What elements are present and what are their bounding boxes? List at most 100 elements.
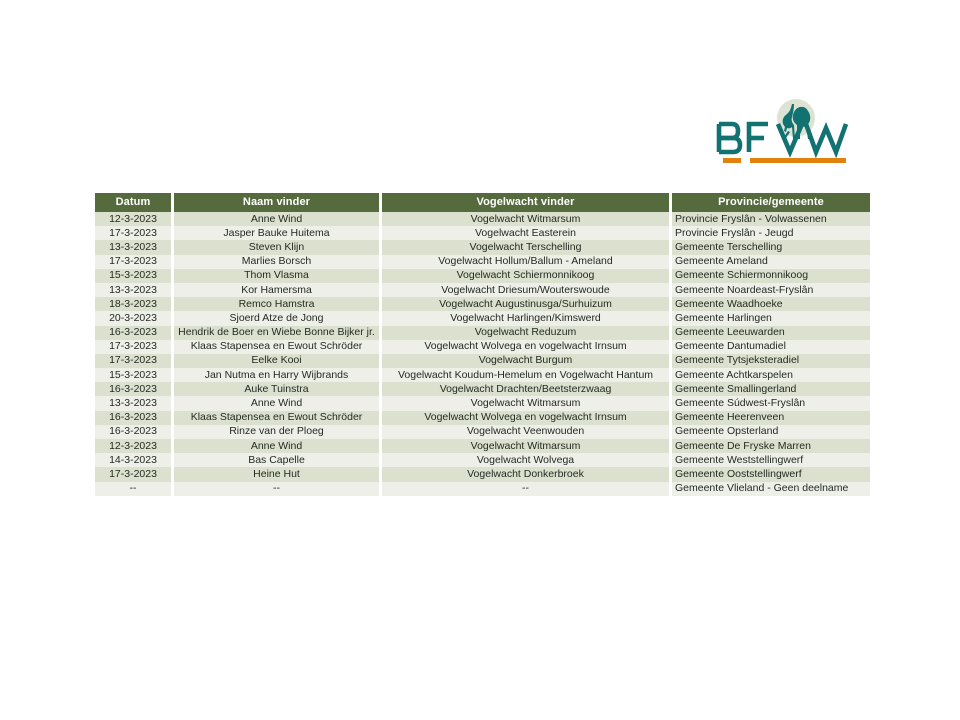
- cell-datum: 17-3-2023: [95, 339, 174, 354]
- cell-naam-vinder: Kor Hamersma: [174, 282, 382, 298]
- cell-vogelwacht-vinder: Vogelwacht Koudum-Hemelum en Vogelwacht …: [382, 368, 672, 383]
- table-row: 16-3-2023 Auke Tuinstra Vogelwacht Drachte…: [95, 382, 870, 397]
- table-row: 16-3-2023 Hendrik de Boer en Wiebe Bonne …: [95, 325, 870, 340]
- cell-datum: 18-3-2023: [95, 297, 174, 312]
- cell-provincie-gemeente: Gemeente Smallingerland: [672, 382, 870, 397]
- cell-provincie-gemeente: Provincie Fryslân - Jeugd: [672, 226, 870, 241]
- cell-vogelwacht-vinder: --: [382, 481, 672, 496]
- table-row: 17-3-2023 Jasper Bauke Huitema Vogelwacht …: [95, 226, 870, 241]
- cell-vogelwacht-vinder: Vogelwacht Wolvega: [382, 453, 672, 468]
- logo-accent-bar-long: [750, 158, 846, 163]
- cell-vogelwacht-vinder: Vogelwacht Witmarsum: [382, 396, 672, 411]
- logo-letter-f: [746, 121, 768, 152]
- cell-datum: --: [95, 481, 174, 496]
- cell-vogelwacht-vinder: Vogelwacht Veenwouden: [382, 424, 672, 439]
- cell-naam-vinder: Sjoerd Atze de Jong: [174, 311, 382, 326]
- cell-naam-vinder: Rinze van der Ploeg: [174, 424, 382, 439]
- table-row: 18-3-2023 Remco Hamstra Vogelwacht Augusti…: [95, 297, 870, 312]
- table-row: 16-3-2023 Klaas Stapensea en Ewout Schröd…: [95, 410, 870, 425]
- cell-naam-vinder: Anne Wind: [174, 439, 382, 454]
- cell-vogelwacht-vinder: Vogelwacht Drachten/Beetsterzwaag: [382, 382, 672, 397]
- cell-datum: 13-3-2023: [95, 240, 174, 255]
- cell-vogelwacht-vinder: Vogelwacht Harlingen/Kimswerd: [382, 311, 672, 326]
- column-header-datum: Datum: [95, 193, 174, 212]
- table-header-row: Datum Naam vinder Vogelwacht vinder Prov…: [95, 193, 870, 212]
- table-row: 13-3-2023 Anne Wind Vogelwacht Witmarsum Ge…: [95, 396, 870, 411]
- cell-provincie-gemeente: Gemeente Tytsjeksteradiel: [672, 353, 870, 369]
- table-row: 17-3-2023 Heine Hut Vogelwacht Donkerbroek…: [95, 467, 870, 482]
- cell-vogelwacht-vinder: Vogelwacht Witmarsum: [382, 439, 672, 454]
- cell-naam-vinder: Bas Capelle: [174, 453, 382, 468]
- cell-vogelwacht-vinder: Vogelwacht Schiermonnikoog: [382, 268, 672, 283]
- cell-naam-vinder: Remco Hamstra: [174, 297, 382, 312]
- cell-datum: 15-3-2023: [95, 368, 174, 383]
- cell-vogelwacht-vinder: Vogelwacht Hollum/Ballum - Ameland: [382, 254, 672, 269]
- cell-provincie-gemeente: Gemeente Schiermonnikoog: [672, 268, 870, 283]
- cell-naam-vinder: Marlies Borsch: [174, 254, 382, 269]
- cell-datum: 17-3-2023: [95, 467, 174, 482]
- column-header-provincie-gemeente: Provincie/gemeente: [672, 193, 870, 212]
- cell-naam-vinder: Thom Vlasma: [174, 268, 382, 283]
- column-header-vogelwacht-vinder: Vogelwacht vinder: [382, 193, 672, 212]
- cell-naam-vinder: Anne Wind: [174, 212, 382, 227]
- cell-datum: 17-3-2023: [95, 226, 174, 241]
- cell-provincie-gemeente: Gemeente Dantumadiel: [672, 339, 870, 354]
- cell-vogelwacht-vinder: Vogelwacht Driesum/Wouterswoude: [382, 282, 672, 298]
- cell-naam-vinder: Heine Hut: [174, 467, 382, 482]
- cell-naam-vinder: Jan Nutma en Harry Wijbrands: [174, 368, 382, 383]
- cell-provincie-gemeente: Gemeente Heerenveen: [672, 410, 870, 425]
- table-row: 17-3-2023 Marlies Borsch Vogelwacht Hollum…: [95, 254, 870, 269]
- table-row: 12-3-2023 Anne Wind Vogelwacht Witmarsum Pr…: [95, 212, 870, 227]
- cell-datum: 13-3-2023: [95, 282, 174, 298]
- cell-naam-vinder: --: [174, 481, 382, 496]
- cell-datum: 12-3-2023: [95, 212, 174, 227]
- cell-naam-vinder: Hendrik de Boer en Wiebe Bonne Bijker jr…: [174, 325, 382, 340]
- cell-datum: 15-3-2023: [95, 268, 174, 283]
- cell-naam-vinder: Klaas Stapensea en Ewout Schröder: [174, 339, 382, 354]
- table-row: 16-3-2023 Rinze van der Ploeg Vogelwacht V…: [95, 424, 870, 439]
- bfvw-logo: [706, 96, 866, 176]
- table-row: 15-3-2023 Jan Nutma en Harry Wijbrands Vog…: [95, 368, 870, 383]
- cell-naam-vinder: Eelke Kooi: [174, 353, 382, 369]
- logo-accent-bar-short: [723, 158, 741, 163]
- table-row: -- -- -- Gemeente Vlieland - Geen deelname: [95, 481, 870, 496]
- table-body: 12-3-2023 Anne Wind Vogelwacht Witmarsum Pr…: [95, 212, 870, 496]
- cell-provincie-gemeente: Gemeente Vlieland - Geen deelname: [672, 481, 870, 496]
- table-row: 13-3-2023 Kor Hamersma Vogelwacht Driesum/…: [95, 282, 870, 298]
- cell-provincie-gemeente: Gemeente Leeuwarden: [672, 325, 870, 340]
- cell-vogelwacht-vinder: Vogelwacht Donkerbroek: [382, 467, 672, 482]
- cell-provincie-gemeente: Gemeente Harlingen: [672, 311, 870, 326]
- cell-provincie-gemeente: Gemeente Terschelling: [672, 240, 870, 255]
- cell-datum: 16-3-2023: [95, 424, 174, 439]
- cell-provincie-gemeente: Gemeente Noardeast-Fryslân: [672, 282, 870, 298]
- table-row: 13-3-2023 Steven Klijn Vogelwacht Terschel…: [95, 240, 870, 255]
- logo-letter-v: [775, 123, 805, 158]
- table-row: 12-3-2023 Anne Wind Vogelwacht Witmarsum Ge…: [95, 439, 870, 454]
- cell-vogelwacht-vinder: Vogelwacht Augustinusga/Surhuizum: [382, 297, 672, 312]
- cell-datum: 17-3-2023: [95, 353, 174, 369]
- cell-provincie-gemeente: Gemeente Ooststellingwerf: [672, 467, 870, 482]
- table-row: 14-3-2023 Bas Capelle Vogelwacht Wolvega Ge…: [95, 453, 870, 468]
- cell-vogelwacht-vinder: Vogelwacht Reduzum: [382, 325, 672, 340]
- table-row: 15-3-2023 Thom Vlasma Vogelwacht Schiermon…: [95, 268, 870, 283]
- cell-provincie-gemeente: Gemeente Waadhoeke: [672, 297, 870, 312]
- cell-vogelwacht-vinder: Vogelwacht Terschelling: [382, 240, 672, 255]
- cell-naam-vinder: Klaas Stapensea en Ewout Schröder: [174, 410, 382, 425]
- cell-vogelwacht-vinder: Vogelwacht Wolvega en vogelwacht Irnsum: [382, 339, 672, 354]
- logo-letter-b-lower: [719, 135, 743, 155]
- cell-vogelwacht-vinder: Vogelwacht Witmarsum: [382, 212, 672, 227]
- cell-datum: 12-3-2023: [95, 439, 174, 454]
- results-table-container: Datum Naam vinder Vogelwacht vinder Prov…: [95, 193, 870, 496]
- results-table: Datum Naam vinder Vogelwacht vinder Prov…: [95, 193, 870, 496]
- cell-datum: 16-3-2023: [95, 410, 174, 425]
- cell-naam-vinder: Auke Tuinstra: [174, 382, 382, 397]
- cell-naam-vinder: Jasper Bauke Huitema: [174, 226, 382, 241]
- table-row: 17-3-2023 Eelke Kooi Vogelwacht Burgum Geme…: [95, 353, 870, 369]
- cell-vogelwacht-vinder: Vogelwacht Burgum: [382, 353, 672, 369]
- bfvw-logo-graphic: [716, 99, 849, 163]
- cell-datum: 13-3-2023: [95, 396, 174, 411]
- cell-datum: 20-3-2023: [95, 311, 174, 326]
- column-header-naam-vinder: Naam vinder: [174, 193, 382, 212]
- cell-datum: 16-3-2023: [95, 382, 174, 397]
- logo-letter-w: [803, 122, 849, 159]
